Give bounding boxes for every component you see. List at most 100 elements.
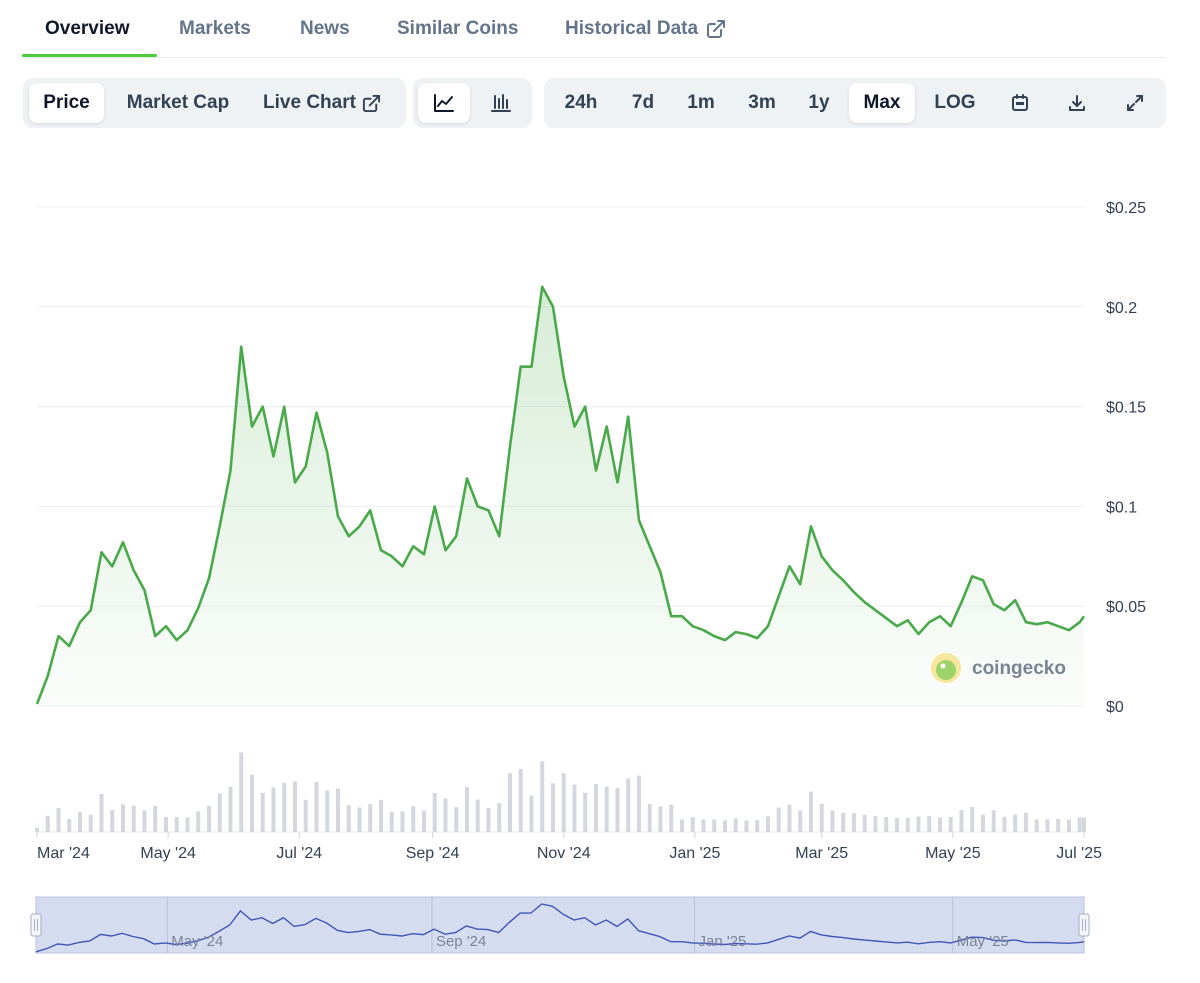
range-1y-button[interactable]: 1y <box>796 83 842 123</box>
x-tick-label: Jan '25 <box>669 845 720 862</box>
volume-bar <box>282 782 287 832</box>
volume-bar <box>260 792 265 832</box>
external-link-icon <box>362 94 381 112</box>
volume-bar <box>937 817 942 832</box>
range-max-button[interactable]: Max <box>849 83 915 123</box>
candlestick-chart-button[interactable] <box>475 83 527 123</box>
download-icon <box>1069 95 1085 111</box>
navigator-label: May '24 <box>171 933 223 950</box>
price-area-fill <box>37 286 1084 706</box>
volume-bar <box>174 817 179 832</box>
tab-markets[interactable]: Markets <box>179 18 251 40</box>
volume-bars <box>35 752 1086 833</box>
y-tick-label: $0.15 <box>1106 400 1146 417</box>
range-7d-button[interactable]: 7d <box>618 83 668 123</box>
volume-bar <box>497 803 502 832</box>
volume-bar <box>421 810 426 832</box>
volume-bar <box>679 819 684 832</box>
volume-bar <box>67 818 72 832</box>
volume-bar <box>980 814 985 832</box>
volume-bar <box>669 804 674 832</box>
tab-news[interactable]: News <box>300 18 350 40</box>
volume-bar <box>916 816 921 832</box>
volume-bar <box>518 768 523 832</box>
navigator-left-handle[interactable] <box>30 913 42 937</box>
volume-bar <box>99 794 104 832</box>
volume-bar <box>991 810 996 832</box>
volume-bar <box>615 788 620 832</box>
volume-bar <box>755 820 760 832</box>
x-tick-label: May '25 <box>925 845 981 862</box>
tab-label: Similar Coins <box>397 18 519 39</box>
price-button[interactable]: Price <box>29 83 104 123</box>
range-navigator[interactable]: May '24 Sep '24 Jan '25 May '25 <box>30 896 1090 954</box>
download-button[interactable] <box>1053 83 1101 123</box>
button-label: LOG <box>934 92 976 113</box>
navigator-right-handle[interactable] <box>1078 913 1090 937</box>
volume-bar <box>819 803 824 832</box>
volume-bar <box>905 817 910 832</box>
y-tick-label: $0.25 <box>1106 200 1146 217</box>
range-3m-button[interactable]: 3m <box>735 83 789 123</box>
button-label: 3m <box>748 92 776 113</box>
calendar-icon <box>1012 94 1028 111</box>
tab-historical-data[interactable]: Historical Data <box>565 18 726 40</box>
volume-bar <box>776 807 781 832</box>
volume-bar <box>970 806 975 832</box>
range-24h-button[interactable]: 24h <box>552 83 610 123</box>
volume-bar <box>1056 819 1061 832</box>
button-label: 7d <box>631 92 655 113</box>
range-1m-button[interactable]: 1m <box>674 83 728 123</box>
volume-bar <box>110 810 115 832</box>
volume-bar <box>378 799 383 832</box>
volume-bar <box>239 752 244 832</box>
volume-bar <box>647 804 652 832</box>
price-line <box>35 285 1086 705</box>
coingecko-watermark: coingecko <box>931 653 1066 683</box>
tab-overview[interactable]: Overview <box>45 18 130 40</box>
line-chart-button[interactable] <box>418 83 470 123</box>
time-range-group: 24h 7d 1m 3m 1y Max LOG <box>544 78 1166 128</box>
x-tick-label: Mar '25 <box>795 845 848 862</box>
volume-bar <box>1045 819 1050 832</box>
volume-bar <box>389 811 394 832</box>
y-axis: $0 $0.05 $0.1 $0.15 $0.2 $0.25 <box>1106 200 1146 716</box>
volume-bar <box>411 806 416 832</box>
market-cap-button[interactable]: Market Cap <box>113 83 243 123</box>
fullscreen-button[interactable] <box>1111 83 1159 123</box>
x-tick-label: May '24 <box>140 845 196 862</box>
volume-bar <box>206 805 211 832</box>
tab-similar-coins[interactable]: Similar Coins <box>397 18 518 40</box>
volume-bar <box>873 816 878 832</box>
volume-bar <box>1082 817 1086 832</box>
volume-bar <box>550 783 555 832</box>
volume-bar <box>185 817 190 832</box>
volume-bar <box>400 811 405 832</box>
navigator-selection[interactable] <box>35 896 1085 954</box>
volume-bar <box>454 807 459 832</box>
button-label: Live Chart <box>263 92 356 113</box>
x-tick-label: Jul '24 <box>276 845 322 862</box>
volume-bar <box>593 784 598 832</box>
log-scale-button[interactable]: LOG <box>924 83 986 123</box>
y-tick-label: $0.1 <box>1106 499 1137 516</box>
volume-bar <box>636 775 641 832</box>
button-label: 1y <box>808 92 830 113</box>
volume-bar <box>249 774 254 832</box>
live-chart-button[interactable]: Live Chart <box>253 83 391 123</box>
tab-label: Historical Data <box>565 18 699 39</box>
volume-bar <box>292 781 297 832</box>
x-tick-label: Mar '24 <box>37 845 90 862</box>
button-label: Market Cap <box>126 92 230 113</box>
volume-bar <box>368 804 373 832</box>
volume-bar <box>540 761 545 832</box>
volume-bar <box>314 782 319 832</box>
date-range-button[interactable] <box>996 83 1044 123</box>
fullscreen-icon <box>1127 95 1143 111</box>
volume-bar <box>325 790 330 832</box>
volume-bar <box>798 810 803 832</box>
volume-bar <box>733 818 738 832</box>
volume-bar <box>561 773 566 832</box>
volume-bar <box>690 817 695 832</box>
